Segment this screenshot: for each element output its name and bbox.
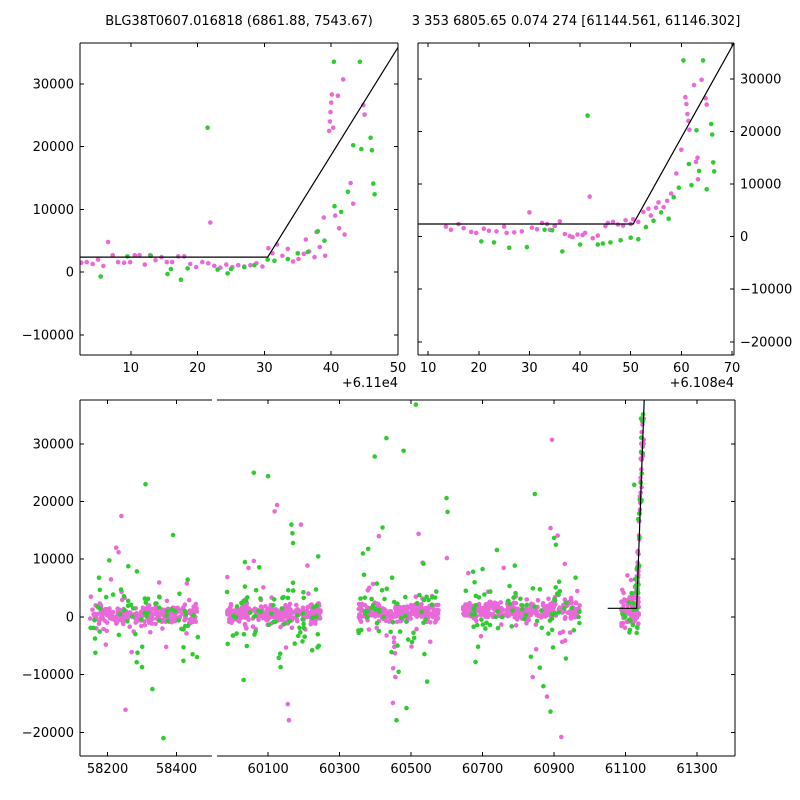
- model-fit-line: [607, 400, 645, 609]
- tick-marks: [80, 43, 399, 355]
- y-tick-label: −20000: [740, 335, 792, 350]
- y-tick-label: −10000: [22, 328, 74, 343]
- data-points-layer: [418, 43, 734, 254]
- x-tick-label: 40: [323, 361, 340, 376]
- x-tick-label: 70: [724, 361, 741, 376]
- x-tick-label: 60700: [462, 762, 503, 777]
- data-points-layer: [80, 47, 398, 283]
- x-tick-label: 60300: [319, 762, 360, 777]
- x-axis-offset-label: +6.108e4: [670, 376, 734, 391]
- tick-labels: 10 20 30 40 50 60 70 −20000 −10000 0 10000 20000 300…: [420, 72, 792, 391]
- x-tick-label: 58400: [156, 762, 197, 777]
- scatter-points-green: [224, 402, 646, 723]
- y-tick-label: 20000: [740, 125, 781, 140]
- x-tick-label: 30: [521, 361, 538, 376]
- x-tick-label: 61100: [605, 762, 646, 777]
- scatter-points-green: [88, 481, 201, 741]
- y-tick-label: 30000: [33, 437, 74, 452]
- scatter-points-pink: [225, 416, 646, 740]
- tick-labels: 58200 58400 −20000 −10000 0 10000 20000 30000: [22, 437, 197, 777]
- x-axis-offset-label: +6.11e4: [342, 376, 398, 391]
- axes-frame: [417, 42, 735, 356]
- axes-frame: [217, 399, 736, 757]
- y-tick-label: −20000: [22, 726, 74, 741]
- x-tick-label: 40: [572, 361, 589, 376]
- x-tick-label: 58200: [87, 762, 128, 777]
- tick-labels: 10 20 30 40 50 −10000 0 10000 20000 30000 +6.11e4: [22, 77, 407, 391]
- x-tick-label: 60500: [390, 762, 431, 777]
- y-tick-label: 10000: [740, 178, 781, 193]
- tick-marks: [80, 400, 178, 756]
- scatter-points-green: [479, 58, 717, 254]
- x-tick-label: 60100: [247, 762, 288, 777]
- panel-top_right: 10 20 30 40 50 60 70 −20000 −10000 0 10000 20000 300…: [417, 42, 792, 391]
- axes-frame: [79, 42, 399, 356]
- x-tick-label: 30: [256, 361, 273, 376]
- x-tick-label: 50: [622, 361, 639, 376]
- x-tick-label: 61300: [676, 762, 717, 777]
- y-tick-label: 0: [740, 230, 748, 245]
- scatter-points-green: [98, 59, 377, 283]
- panel-bottom_left: 58200 58400 −20000 −10000 0 10000 20000 30000: [22, 399, 212, 777]
- axes-frame: [79, 399, 212, 757]
- x-tick-label: 10: [122, 361, 139, 376]
- x-tick-label: 20: [470, 361, 487, 376]
- y-tick-label: 10000: [33, 203, 74, 218]
- panel-title-right: 3 353 6805.65 0.074 274 [61144.561, 6114…: [411, 14, 741, 29]
- data-points-layer: [224, 400, 646, 740]
- tick-marks: [267, 400, 735, 756]
- data-points-layer: [87, 481, 201, 741]
- y-tick-label: 20000: [33, 495, 74, 510]
- y-tick-label: 30000: [33, 77, 74, 92]
- scatter-points-pink: [443, 77, 709, 241]
- x-tick-label: 50: [390, 361, 407, 376]
- y-tick-label: 0: [66, 610, 74, 625]
- model-fit-line: [80, 47, 398, 258]
- x-tick-label: 10: [420, 361, 437, 376]
- panel-title-left: BLG38T0607.016818 (6861.88, 7543.67): [105, 14, 373, 29]
- x-tick-label: 60900: [533, 762, 574, 777]
- y-tick-label: 30000: [740, 72, 781, 87]
- tick-labels: 60100 60300 60500 60700 60900 61100 61300: [247, 762, 717, 777]
- x-tick-label: 60: [673, 361, 690, 376]
- x-tick-label: 20: [189, 361, 206, 376]
- y-tick-label: 10000: [33, 553, 74, 568]
- tick-marks: [418, 43, 734, 355]
- y-tick-label: −10000: [740, 283, 792, 298]
- y-tick-label: 0: [66, 266, 74, 281]
- model-fit-line: [418, 43, 734, 225]
- panel-top_left: 10 20 30 40 50 −10000 0 10000 20000 30000 +6.11e4: [22, 42, 407, 391]
- y-tick-label: 20000: [33, 140, 74, 155]
- panel-bottom_right: 60100 60300 60500 60700 60900 61100 61300: [217, 399, 736, 777]
- y-tick-label: −10000: [22, 668, 74, 683]
